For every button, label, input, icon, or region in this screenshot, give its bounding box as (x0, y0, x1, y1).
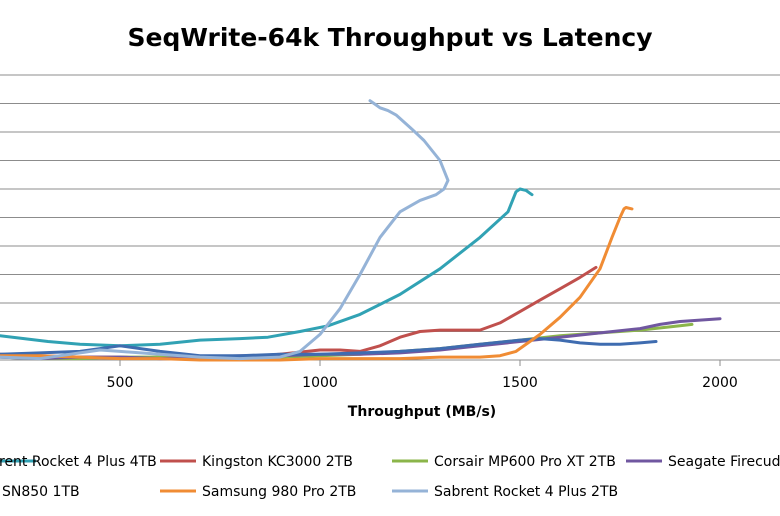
series-line (0, 187, 534, 348)
legend-label: Seagate Firecud (668, 454, 780, 470)
x-axis-ticks: 500 1000 1500 2000 (107, 360, 738, 391)
plot-area (0, 74, 780, 362)
legend-label: Samsung 980 Pro 2TB (202, 484, 356, 500)
legend-label: rent Rocket 4 Plus 4TB (0, 454, 157, 470)
chart-title: SeqWrite-64k Throughput vs Latency (128, 23, 653, 52)
x-tick-label: 2000 (702, 375, 738, 391)
legend-label: Sabrent Rocket 4 Plus 2TB (434, 484, 618, 500)
series-line (0, 206, 634, 362)
x-tick-label: 500 (107, 375, 134, 391)
series-line (0, 99, 450, 361)
legend-label: Corsair MP600 Pro XT 2TB (434, 454, 616, 470)
legend: rent Rocket 4 Plus 4TB Kingston KC3000 2T… (0, 454, 780, 500)
x-axis-label: Throughput (MB/s) (348, 404, 496, 420)
x-tick-label: 1500 (502, 375, 538, 391)
legend-label: Kingston KC3000 2TB (202, 454, 353, 470)
series-line (0, 337, 658, 358)
legend-label: SN850 1TB (2, 484, 80, 500)
x-tick-label: 1000 (302, 375, 338, 391)
